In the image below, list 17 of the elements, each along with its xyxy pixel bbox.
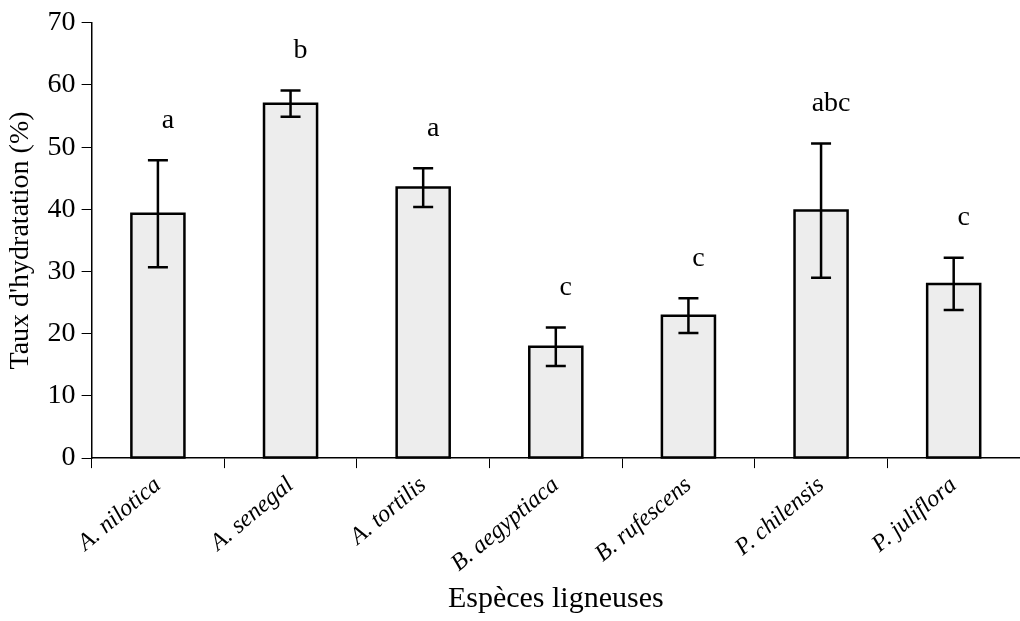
y-tick-label: 70 [47, 5, 76, 37]
y-tick-label: 30 [47, 253, 76, 285]
y-tick-label: 0 [61, 440, 76, 472]
annotation: c [957, 200, 970, 232]
x-axis-title: Espèces ligneuses [447, 579, 664, 613]
y-axis-title: Taux d'hydratation (%) [3, 111, 35, 370]
y-tick-label: 10 [47, 378, 76, 410]
annotation: b [293, 32, 308, 64]
annotation: abc [811, 85, 851, 117]
y-tick-label: 40 [47, 191, 76, 223]
annotation: a [426, 110, 440, 142]
annotation: a [161, 102, 175, 134]
annotation: c [692, 240, 705, 272]
y-tick-label: 60 [47, 67, 76, 99]
y-tick-label: 20 [47, 316, 76, 348]
y-tick-label: 50 [47, 129, 76, 161]
annotation: c [559, 269, 573, 301]
